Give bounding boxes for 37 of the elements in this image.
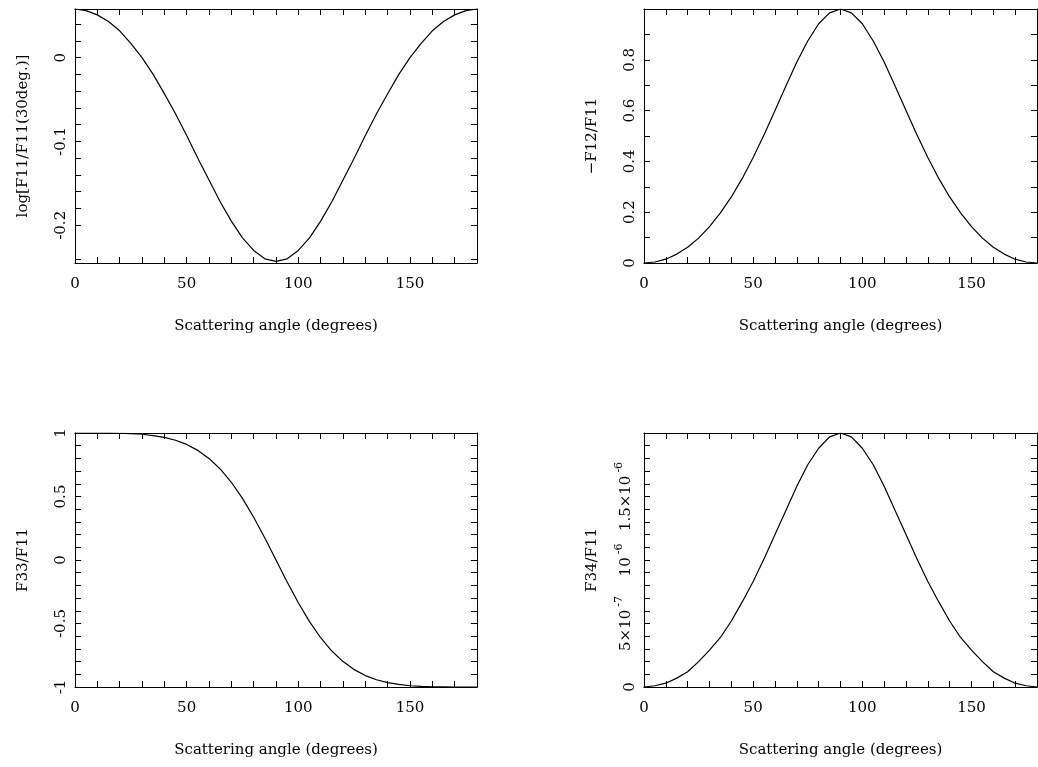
y-tick-label: 0.2 bbox=[619, 200, 638, 225]
x-tick-label: 50 bbox=[743, 273, 763, 292]
x-tick-label: 150 bbox=[395, 273, 425, 292]
y-tick-label: 1.5×10-6 bbox=[612, 461, 634, 532]
y-axis-title: F34/F11 bbox=[581, 527, 600, 593]
y-tick-label: 0.5 bbox=[50, 484, 69, 509]
x-tick-label: 100 bbox=[848, 697, 877, 716]
y-tick-label: -0.1 bbox=[50, 126, 69, 156]
x-axis-title: Scattering angle (degrees) bbox=[738, 315, 943, 334]
y-tick-label: 0.8 bbox=[619, 47, 638, 72]
x-tick-label: 50 bbox=[177, 273, 197, 292]
x-tick-label: 50 bbox=[177, 697, 197, 716]
x-axis-title: Scattering angle (degrees) bbox=[174, 315, 378, 334]
x-axis-title: Scattering angle (degrees) bbox=[174, 739, 378, 758]
y-tick-label: 0 bbox=[50, 52, 69, 63]
x-tick-label: 150 bbox=[957, 273, 986, 292]
x-axis-title: Scattering angle (degrees) bbox=[738, 739, 943, 758]
y-axis-title: F33/F11 bbox=[12, 527, 31, 593]
y-axis-title: −F12/F11 bbox=[581, 97, 600, 175]
y-tick-label: 5×10-7 bbox=[612, 596, 634, 651]
y-tick-label: 0.6 bbox=[619, 98, 638, 123]
x-tick-label: 150 bbox=[957, 697, 986, 716]
x-tick-label: 100 bbox=[284, 273, 313, 292]
x-tick-label: 100 bbox=[848, 273, 877, 292]
y-tick-label: -1 bbox=[50, 679, 69, 695]
y-tick-label: 0 bbox=[619, 682, 638, 692]
y-tick-label: 1 bbox=[50, 428, 69, 438]
x-tick-label: 150 bbox=[395, 697, 425, 716]
y-tick-label: 0 bbox=[50, 555, 69, 565]
y-axis-title: log[F11/F11(30deg.)] bbox=[12, 54, 31, 218]
y-tick-label: 0 bbox=[619, 258, 638, 268]
x-tick-label: 50 bbox=[743, 697, 763, 716]
y-tick-label: 0.4 bbox=[619, 149, 638, 174]
x-tick-label: 100 bbox=[284, 697, 313, 716]
y-tick-label: -0.2 bbox=[50, 210, 69, 240]
y-tick-label: -0.5 bbox=[50, 609, 69, 638]
y-tick-label: 10-6 bbox=[612, 543, 634, 577]
